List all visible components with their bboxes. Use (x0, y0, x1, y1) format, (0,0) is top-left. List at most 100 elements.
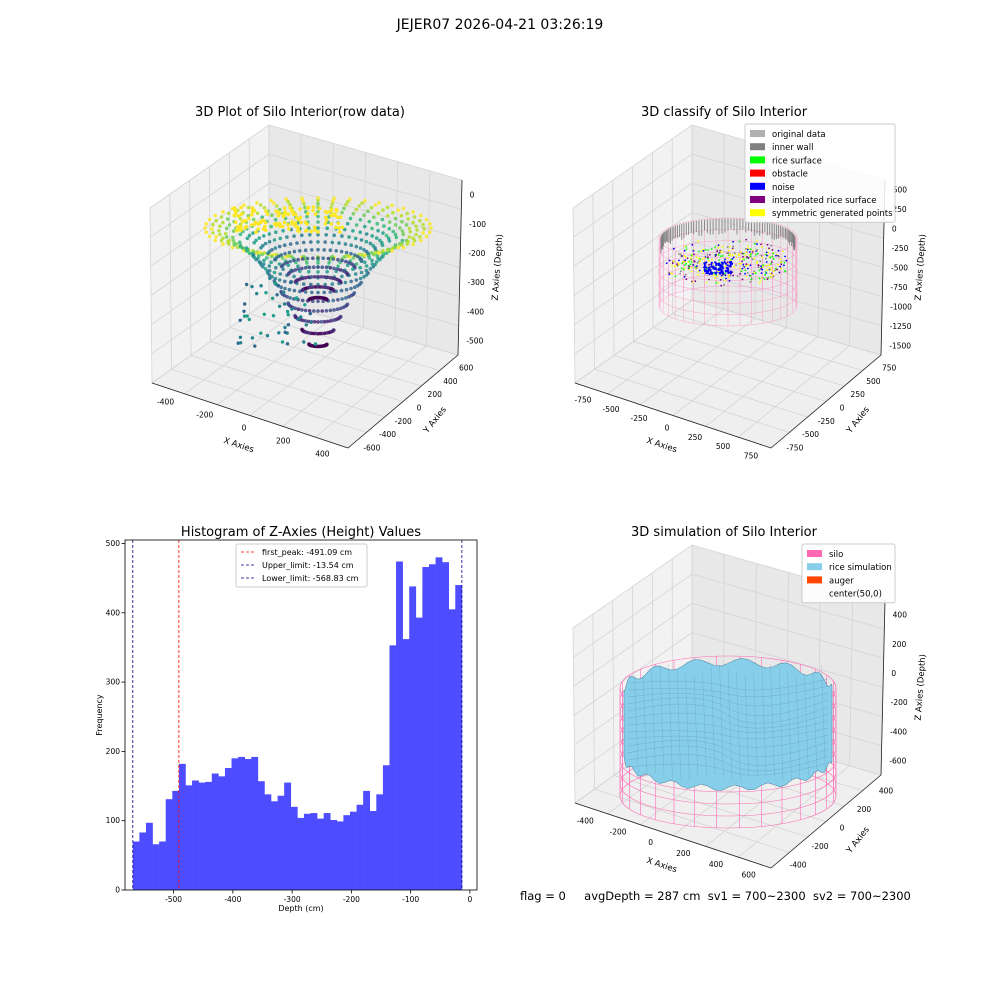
data-point (247, 251, 252, 256)
data-point (335, 307, 340, 312)
data-point (296, 257, 300, 262)
data-point (348, 216, 353, 221)
y-tick-label: 400 (443, 377, 458, 386)
data-point (354, 278, 359, 282)
data-point (358, 276, 363, 281)
classified-point (684, 255, 687, 258)
data-point (293, 314, 297, 318)
histogram-bar (224, 768, 232, 890)
data-point (353, 236, 358, 241)
data-point (247, 233, 252, 238)
x-tick-label: 0 (467, 895, 472, 904)
classified-point (745, 238, 748, 241)
classified-point (745, 263, 748, 266)
classified-point (768, 247, 770, 250)
data-point (293, 296, 298, 301)
noise-point (718, 263, 722, 267)
classified-point (705, 281, 708, 284)
x-tick-label: 200 (676, 849, 691, 858)
data-point (283, 325, 287, 330)
classified-point (770, 268, 773, 271)
classified-point (732, 240, 734, 243)
noise-point (728, 261, 732, 264)
classified-point (715, 281, 718, 284)
legend-entry-label: symmetric generated points (772, 209, 893, 219)
classified-point (671, 262, 674, 265)
data-point (401, 245, 406, 250)
data-point (414, 232, 418, 237)
data-point (363, 198, 367, 203)
y-tick-label: 0 (115, 886, 120, 895)
data-point (408, 230, 413, 234)
data-point (368, 267, 373, 271)
data-point (336, 264, 340, 269)
data-point (407, 226, 412, 231)
classified-point (731, 247, 734, 250)
data-point (347, 295, 351, 299)
data-point (303, 248, 308, 252)
z-tick-label: -400 (467, 307, 484, 316)
data-point (411, 242, 415, 246)
x-tick-label: -500 (602, 405, 619, 414)
data-point (358, 265, 363, 270)
data-point (407, 235, 412, 239)
data-point (358, 230, 363, 234)
histogram-bar (277, 795, 285, 890)
classified-point (777, 249, 780, 252)
classified-point (727, 249, 730, 252)
y-tick-label: 0 (840, 824, 845, 833)
data-point (364, 268, 369, 273)
classified-point (735, 264, 737, 267)
classified-point (678, 259, 680, 262)
mesh-line (778, 665, 784, 781)
x-axis-label: X Axies (645, 436, 678, 455)
z-tick-label: -750 (891, 283, 908, 292)
x-tick-label: -200 (343, 895, 360, 904)
data-point (325, 226, 330, 230)
data-point (393, 223, 398, 227)
data-point (338, 306, 343, 311)
histogram-bar (244, 759, 252, 890)
data-point (328, 290, 333, 294)
y-tick-label: 750 (882, 364, 897, 373)
classified-point (697, 273, 699, 276)
data-point (316, 198, 320, 203)
data-point (224, 226, 229, 231)
classified-point (780, 267, 782, 270)
classified-point (694, 266, 697, 268)
histogram-bar (297, 817, 305, 890)
histogram-bar (455, 585, 463, 890)
data-point (325, 269, 330, 274)
classified-point (726, 246, 729, 248)
classified-point (725, 277, 727, 280)
z-axis-label: Z Axies (Depth) (914, 234, 929, 301)
mesh-line (627, 740, 829, 758)
classified-point (756, 243, 758, 246)
data-point (362, 275, 366, 279)
mesh-line (685, 673, 690, 782)
classified-point (744, 272, 746, 275)
z-tick-label: -1250 (890, 322, 912, 331)
y-axis-label: Y Axies (844, 825, 872, 857)
data-point (340, 297, 344, 301)
classified-point (771, 249, 774, 251)
data-point (236, 341, 240, 345)
data-point (316, 247, 320, 252)
classified-point (674, 265, 676, 268)
classified-point (690, 261, 693, 263)
data-point (370, 234, 375, 238)
classified-point (669, 272, 672, 275)
data-point (396, 208, 401, 213)
histogram-bar (257, 781, 265, 890)
data-point (250, 213, 254, 217)
classified-point (742, 265, 745, 268)
data-point (338, 280, 343, 284)
data-point (381, 248, 385, 253)
data-point (307, 342, 311, 346)
z-axis-line (880, 599, 886, 776)
data-point (232, 206, 237, 210)
classified-point (747, 245, 749, 248)
grid-line (738, 345, 850, 438)
classified-point (726, 252, 728, 255)
classified-point (738, 258, 741, 261)
